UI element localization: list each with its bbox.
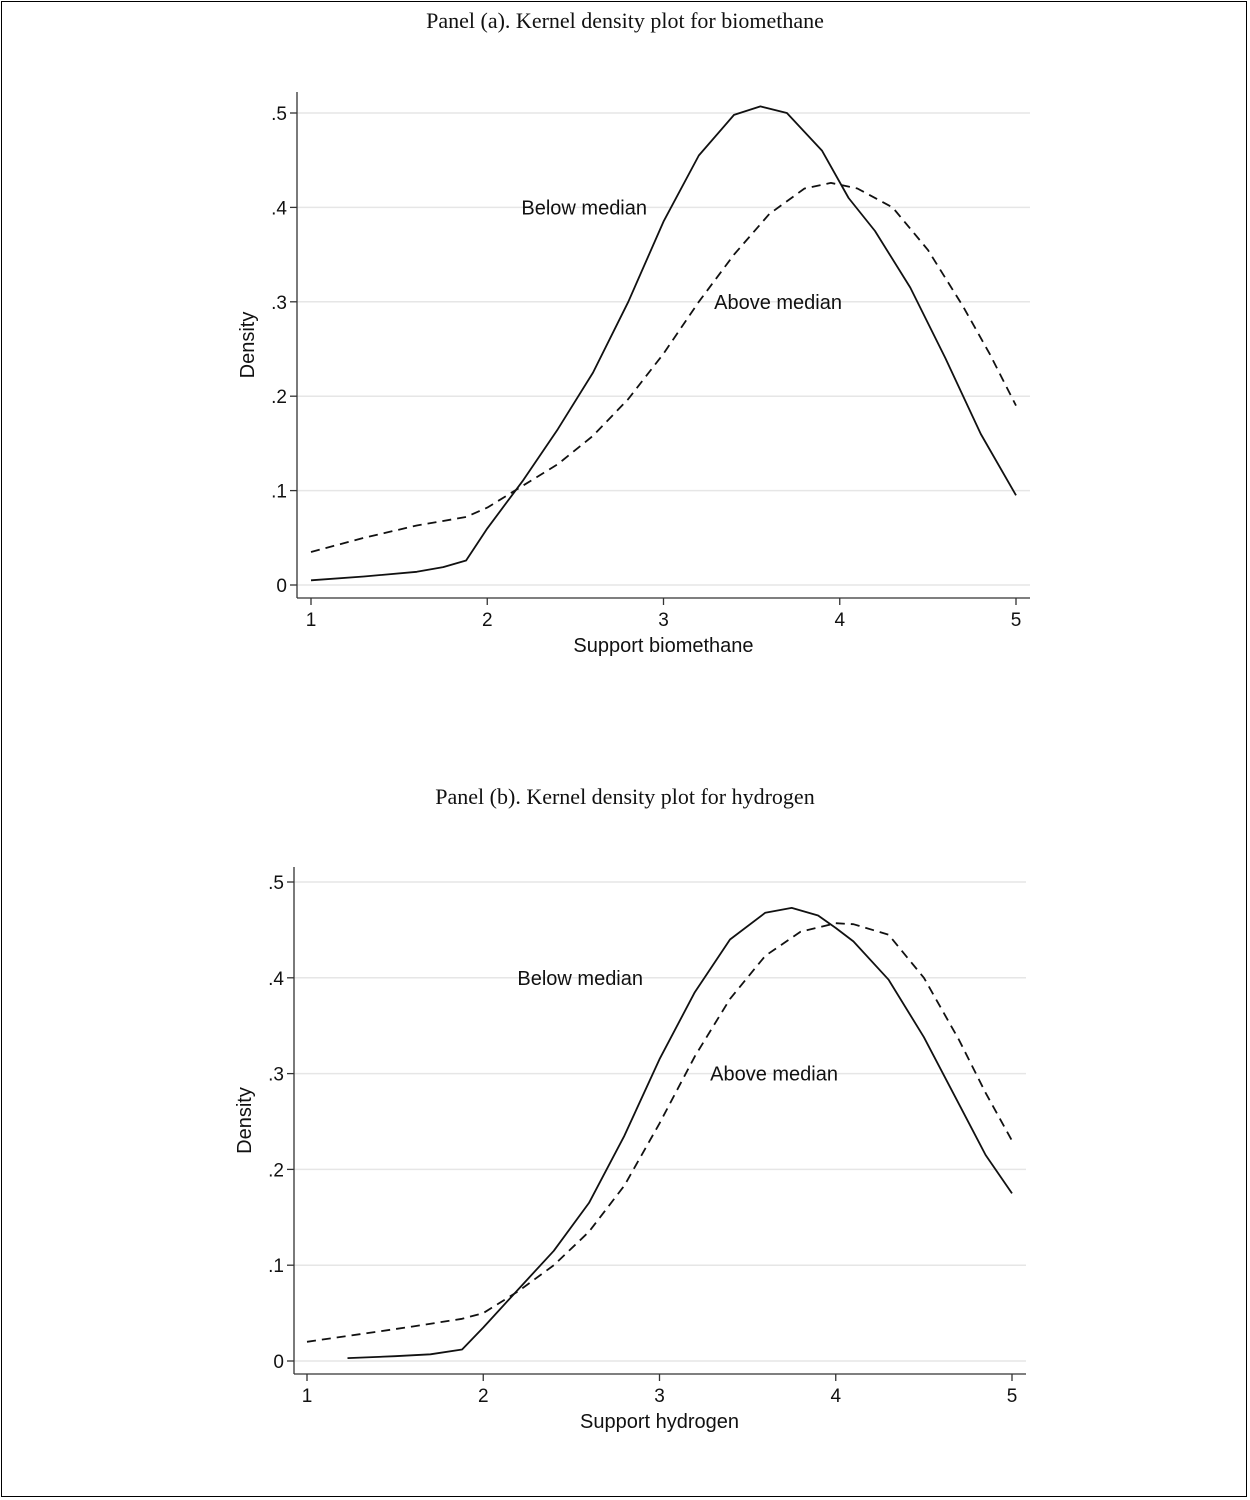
x-axis-title: Support biomethane <box>573 635 753 657</box>
x-axis-title: Support hydrogen <box>580 1411 739 1433</box>
y-tick-label: .1 <box>268 1256 284 1277</box>
series-annotation-label: Below median <box>521 197 647 219</box>
y-tick-label: .2 <box>268 1160 284 1181</box>
y-tick-label: 0 <box>273 1352 284 1373</box>
y-tick-label: .4 <box>271 198 287 219</box>
panel-b-title: Panel (b). Kernel density plot for hydro… <box>435 784 815 809</box>
series-annotation-label: Above median <box>710 1064 838 1086</box>
y-tick-label: .5 <box>268 873 284 894</box>
y-axis-title: Density <box>234 1087 256 1154</box>
y-tick-label: .2 <box>271 387 287 408</box>
below-median-density-line <box>310 105 1017 582</box>
panel-a-title: Panel (a). Kernel density plot for biome… <box>426 8 824 33</box>
x-tick-label: 4 <box>834 610 845 631</box>
series-annotation-label: Above median <box>714 292 842 314</box>
series-annotation-label: Below median <box>517 968 643 990</box>
x-tick-label: 4 <box>830 1386 841 1407</box>
y-tick-label: .3 <box>271 293 287 314</box>
above-median-density-line <box>306 922 1013 1343</box>
x-tick-label: 5 <box>1007 1386 1018 1407</box>
x-tick-label: 5 <box>1011 610 1022 631</box>
below-median-density-line <box>347 907 1013 1359</box>
y-tick-label: .3 <box>268 1065 284 1086</box>
x-tick-label: 1 <box>306 610 317 631</box>
x-tick-label: 2 <box>478 1386 489 1407</box>
density-chart-biomethane: 0 .1 .2 .3 .4 .5 1 2 3 4 5 Support biomethane Densit… <box>237 92 1030 657</box>
x-tick-label: 2 <box>482 610 493 631</box>
y-tick-label: .4 <box>268 969 284 990</box>
y-axis-title: Density <box>237 312 259 379</box>
x-tick-label: 3 <box>658 610 669 631</box>
x-tick-label: 1 <box>302 1386 313 1407</box>
y-tick-label: 0 <box>276 576 287 597</box>
y-tick-label: .1 <box>271 482 287 503</box>
y-tick-label: .5 <box>271 104 287 125</box>
above-median-density-line <box>310 182 1017 553</box>
density-chart-hydrogen: 0 .1 .2 .3 .4 .5 1 2 3 4 5 Support hydrogen Density B… <box>234 867 1026 1433</box>
x-tick-label: 3 <box>654 1386 665 1407</box>
